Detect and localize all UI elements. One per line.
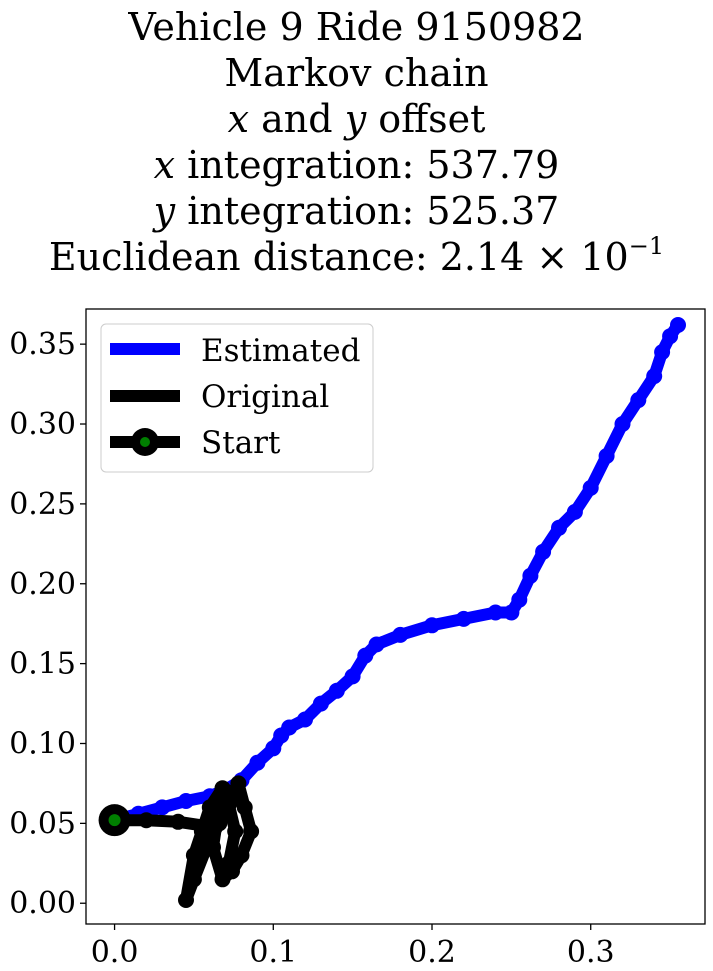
start-marker-inner	[108, 814, 121, 827]
ticks-layer: 0.0 0.1 0.2 0.3 0.00 0.05 0.10 0.15 0.20 0.25 0.30…	[9, 327, 614, 970]
legend: Estimated Original Start	[100, 323, 374, 473]
x-tick-label: 0.3	[567, 935, 615, 970]
chart-title: Vehicle 9 Ride 9150982 Markov chain x an…	[0, 0, 713, 280]
series-estimated-point	[487, 604, 504, 621]
title-y-var: y	[153, 189, 176, 233]
y-tick-label: 0.35	[9, 327, 76, 362]
series-estimated-point	[566, 503, 583, 520]
y-tick-label: 0.30	[9, 407, 76, 442]
title-distance: Euclidean distance: 2.14 × 10	[48, 235, 629, 279]
title-line-offset: x and y offset	[0, 96, 713, 142]
legend-estimated-label: Estimated	[201, 333, 360, 369]
title-y-integration: integration: 525.37	[175, 189, 560, 233]
y-tick-label: 0.10	[9, 726, 76, 761]
series-original-point	[185, 847, 202, 864]
title-x-integration: integration: 537.79	[175, 143, 560, 187]
series-estimated-point	[654, 344, 671, 361]
series-estimated-point	[614, 416, 631, 432]
legend-original-label: Original	[201, 379, 329, 415]
series-estimated-point	[503, 604, 520, 621]
x-tick-label: 0.2	[408, 935, 456, 970]
series-estimated-point	[281, 719, 298, 736]
series-estimated-point	[511, 591, 528, 608]
series-original-point	[214, 871, 231, 888]
series-original-point	[185, 871, 202, 888]
legend-start-label: Start	[201, 425, 281, 461]
plot-frame	[85, 308, 706, 925]
series-estimated-point	[328, 682, 345, 699]
series-original-point	[209, 807, 226, 824]
series-original-point	[236, 799, 253, 816]
y-tick-label: 0.00	[9, 886, 76, 921]
title-var-x: x	[227, 97, 250, 141]
title-and: and	[249, 97, 345, 141]
series-original-point	[227, 823, 244, 840]
series-original-point	[220, 855, 237, 872]
series-original-point	[230, 775, 247, 792]
series-original-point	[178, 892, 194, 908]
series-estimated-point	[249, 754, 266, 771]
title-line-vehicle: Vehicle 9 Ride 9150982	[128, 5, 585, 49]
x-tick-label: 0.0	[91, 935, 139, 970]
series-estimated-point	[178, 793, 194, 809]
title-line-method: Markov chain	[224, 51, 489, 95]
series-estimated-point	[297, 711, 313, 728]
series-original-point	[138, 812, 155, 829]
series-estimated-point	[662, 328, 679, 345]
series-estimated-point	[312, 695, 329, 712]
legend-start-marker-inner	[140, 437, 150, 447]
series-original-point	[193, 823, 210, 840]
series-estimated-point	[522, 567, 539, 584]
title-line-y-integration: y integration: 525.37	[0, 188, 713, 234]
series-original-point	[243, 823, 260, 840]
series-estimated-point	[344, 668, 361, 685]
series-estimated-point	[455, 610, 472, 627]
series-estimated-point	[598, 448, 615, 464]
series-original-point	[217, 783, 234, 800]
series-estimated-point	[265, 740, 282, 757]
series-layer	[98, 317, 686, 908]
title-line-distance: Euclidean distance: 2.14 × 10−1	[0, 234, 713, 280]
series-estimated-point	[551, 519, 567, 536]
title-distance-exponent: −1	[628, 232, 665, 260]
series-estimated-point	[357, 647, 374, 664]
series-estimated-point	[154, 799, 171, 816]
title-line-x-integration: x integration: 537.79	[0, 142, 713, 188]
x-tick-label: 0.1	[249, 935, 297, 970]
title-offset: offset	[366, 97, 486, 141]
legend-box	[100, 323, 374, 473]
y-tick-label: 0.15	[9, 647, 76, 682]
y-tick-label: 0.05	[9, 806, 76, 841]
title-var-y: y	[344, 97, 367, 141]
series-estimated-point	[646, 368, 663, 385]
series-original-point	[205, 839, 221, 856]
series-estimated-point	[582, 479, 599, 496]
series-estimated-point	[424, 617, 440, 634]
series-estimated-point	[630, 392, 647, 409]
series-estimated-point	[368, 636, 385, 653]
y-tick-label: 0.25	[9, 487, 76, 522]
series-original-point	[233, 847, 250, 864]
series-original-point	[170, 813, 187, 830]
series-estimated-point	[392, 626, 409, 643]
title-x-var: x	[153, 143, 176, 187]
series-estimated-point	[535, 543, 552, 560]
series-estimated-point	[670, 317, 686, 333]
y-tick-label: 0.20	[9, 567, 76, 602]
